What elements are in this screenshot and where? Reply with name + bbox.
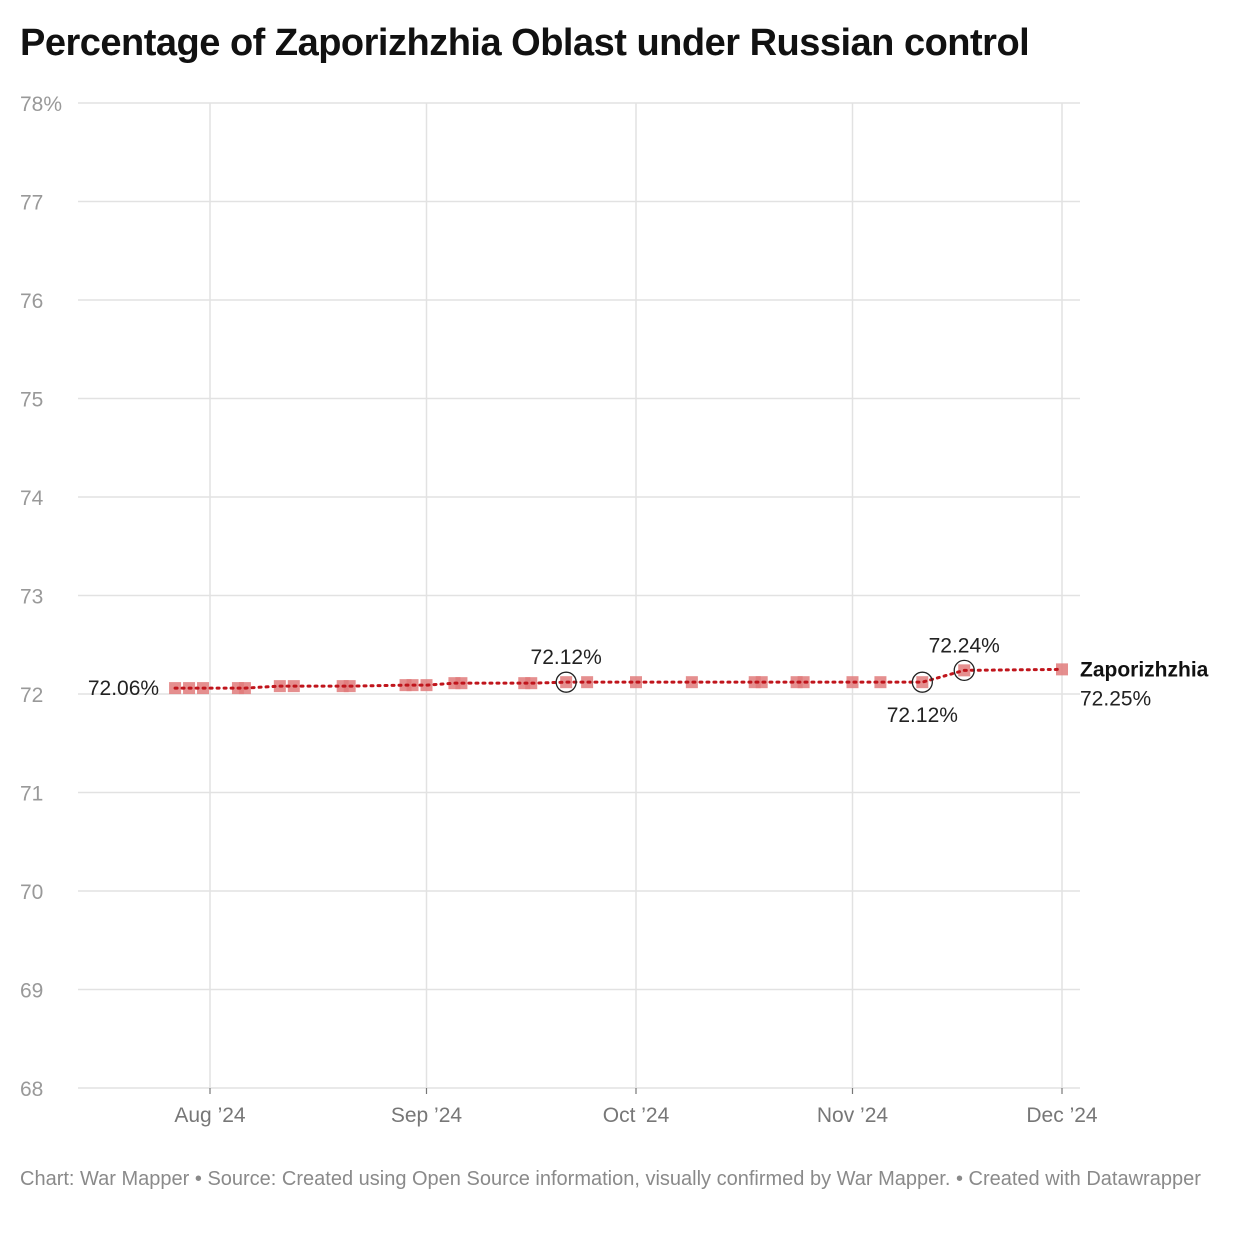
chart-title: Percentage of Zaporizhzhia Oblast under … (20, 22, 1030, 64)
footer-created-with: Created with Datawrapper (968, 1168, 1201, 1190)
footer-separator: • (189, 1168, 208, 1190)
annotations: Zaporizhzhia 72.25% 72.06% 72.12% 72.12% 72.2… (88, 634, 1209, 727)
annotation-circle (953, 659, 975, 682)
annotation-label: 72.12% (531, 646, 602, 669)
x-tick-label: Nov ’24 (817, 1104, 889, 1127)
x-tick-label: Aug ’24 (174, 1104, 246, 1127)
y-tick-label: 74 (20, 487, 44, 510)
series-end-value: 72.25% (1080, 687, 1151, 710)
series-end-label: Zaporizhzhia (1080, 658, 1209, 681)
y-tick-label: 77 (20, 192, 43, 215)
footer-source: Source: Created using Open Source inform… (207, 1168, 951, 1190)
y-axis-labels: 68 69 70 71 72 73 74 75 76 77 78% (20, 93, 62, 1101)
y-tick-label: 70 (20, 881, 43, 904)
annotation-label: 72.24% (929, 634, 1000, 657)
x-gridlines (209, 103, 1063, 1094)
annotation-circle (911, 671, 933, 693)
x-tick-label: Dec ’24 (1026, 1104, 1098, 1127)
y-gridlines (78, 102, 1080, 1089)
annotation-label: 72.12% (887, 704, 958, 727)
data-marker (916, 676, 929, 689)
data-marker (874, 676, 887, 689)
y-tick-label: 78% (20, 93, 62, 116)
y-tick-label: 72 (20, 684, 43, 707)
y-tick-label: 75 (20, 389, 43, 412)
y-tick-label: 68 (20, 1078, 43, 1101)
series-line (173, 667, 1064, 690)
x-tick-label: Sep ’24 (391, 1104, 463, 1127)
footer-separator: • (950, 1168, 969, 1190)
line-chart: 68 69 70 71 72 73 74 75 76 77 78% Aug ’24 Sep ’24 Oc… (20, 93, 1209, 1127)
x-tick-label: Oct ’24 (603, 1104, 670, 1127)
annotation-circle (555, 671, 577, 693)
annotation-label: 72.06% (88, 677, 159, 700)
y-tick-label: 76 (20, 290, 43, 313)
footer-chart-credit: Chart: War Mapper (20, 1168, 190, 1190)
y-tick-label: 69 (20, 980, 43, 1003)
y-tick-label: 71 (20, 783, 43, 806)
data-marker (1056, 663, 1068, 676)
chart-footer: Chart: War Mapper • Source: Created usin… (20, 1166, 1210, 1192)
series-zaporizhzhia (169, 663, 1068, 695)
x-axis-labels: Aug ’24 Sep ’24 Oct ’24 Nov ’24 Dec ’24 (174, 1104, 1098, 1127)
y-tick-label: 73 (20, 586, 43, 609)
